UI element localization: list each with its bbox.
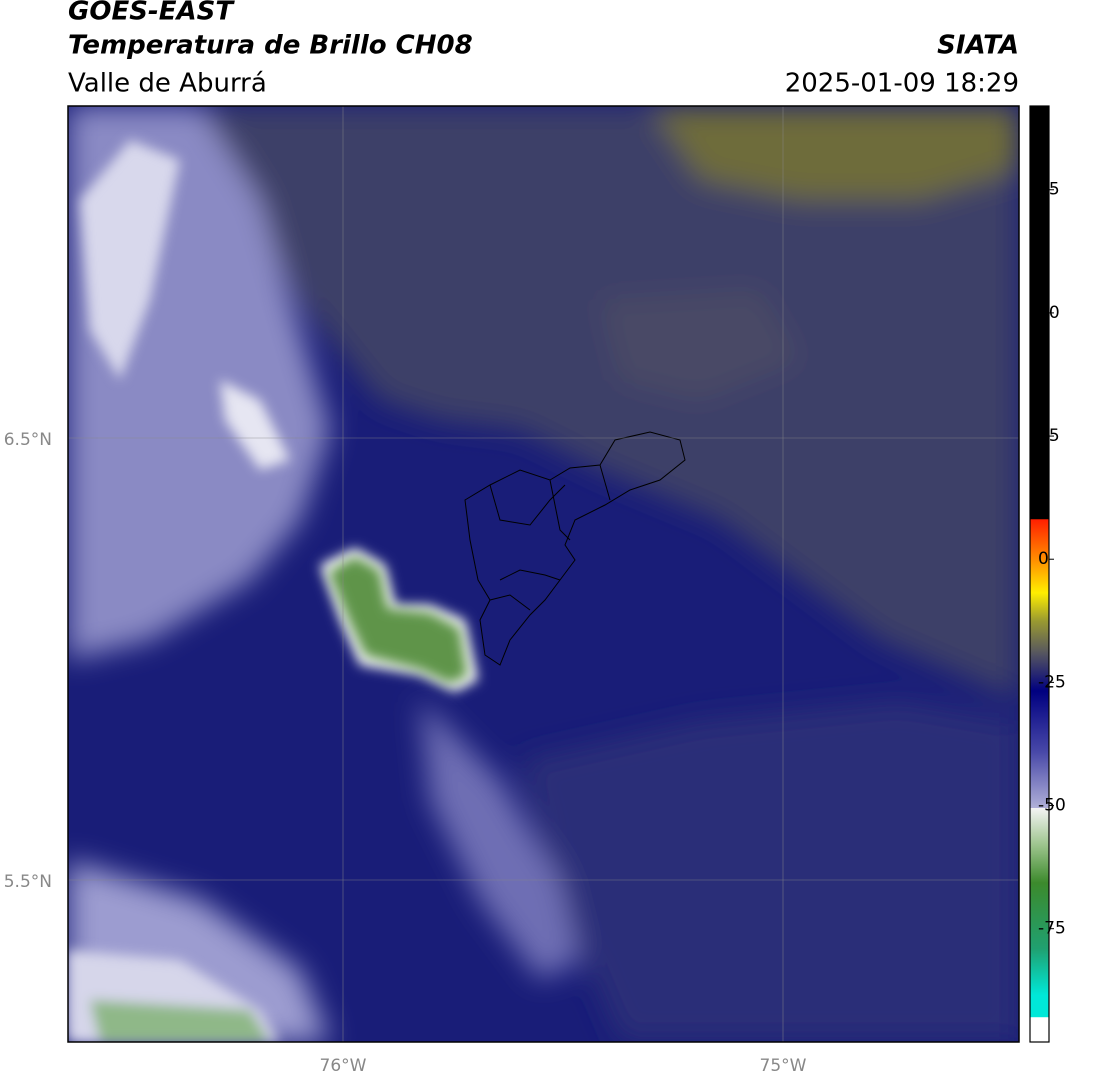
lon-label: 75°W: [760, 1056, 807, 1076]
colorbar-tick-label: 75: [1038, 180, 1060, 200]
colorbar-tick-label: -50: [1038, 796, 1066, 816]
colorbar-tick-label: 50: [1038, 303, 1060, 323]
colorbar-tick-label: 25: [1038, 426, 1060, 446]
colorbar-tick-label: -75: [1038, 919, 1066, 939]
region: Valle de Aburrá: [68, 69, 267, 99]
lat-label: 5.5°N: [4, 872, 52, 892]
lat-label: 6.5°N: [4, 430, 52, 450]
datetime: 2025-01-09 18:29: [785, 69, 1019, 99]
colorbar: [1029, 105, 1050, 1043]
subtitle: Temperatura de Brillo CH08: [68, 31, 473, 61]
title: GOES-EAST: [68, 0, 235, 27]
colorbar-tick-label: 0: [1038, 549, 1049, 569]
source: SIATA: [937, 31, 1019, 61]
colorbar-tick-label: -25: [1038, 672, 1066, 692]
map-frame: [67, 105, 1020, 1043]
lon-label: 76°W: [320, 1056, 367, 1076]
satellite-map: [68, 106, 1019, 1042]
